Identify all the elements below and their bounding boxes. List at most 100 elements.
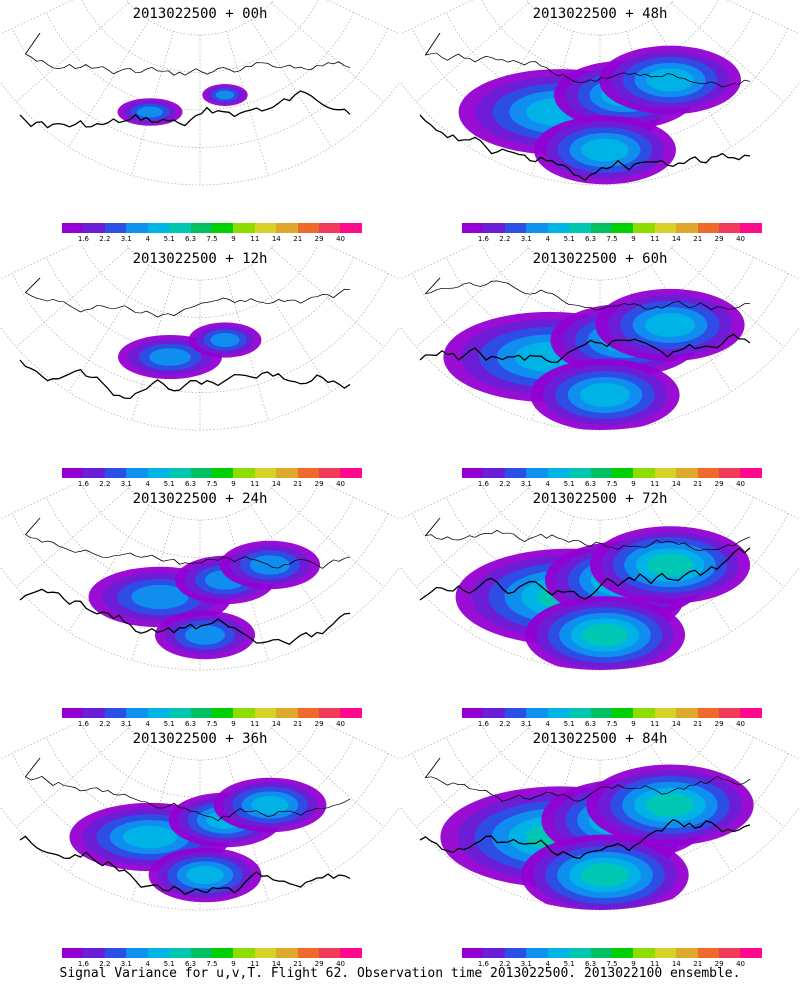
colorbar-swatch: [740, 708, 762, 718]
colorbar-tick-label: 5.1: [563, 235, 575, 243]
forecast-panel: 2013022500 + 60h 1.6 2.2 3.1 4 5.1 6.3 7.5 9 11 14…: [400, 245, 800, 488]
colorbar-tick-label: 14: [271, 960, 281, 968]
panel-title: 2013022500 + 24h: [132, 491, 268, 507]
panel-title: 2013022500 + 12h: [132, 251, 268, 267]
colorbar-swatch: [126, 223, 148, 233]
colorbar-swatch: [62, 948, 84, 958]
coastline: [19, 90, 351, 129]
colorbar-swatch: [169, 708, 191, 718]
colorbar-tick-label: 40: [736, 480, 746, 488]
colorbar-swatch: [633, 708, 655, 718]
colorbar-swatch: [590, 948, 612, 958]
colorbar-tick-label: 3.1: [120, 235, 132, 243]
colorbar-swatch: [719, 948, 741, 958]
colorbar-swatch: [297, 708, 320, 718]
colorbar-tick-label: 40: [736, 720, 746, 728]
colorbar-tick-label: 6.3: [584, 720, 597, 728]
coastline-north: [424, 757, 751, 802]
colorbar-tick-label: 29: [314, 235, 324, 243]
polar-map: [0, 725, 400, 911]
colorbar-tick-label: 1.6: [477, 960, 489, 968]
colorbar-swatch: [83, 468, 105, 478]
colorbar-swatch: [83, 708, 105, 718]
colorbar-tick-label: 40: [736, 960, 746, 968]
colorbar-swatch: [297, 468, 320, 478]
colorbar-swatch: [169, 948, 191, 958]
coastline: [419, 547, 751, 601]
colorbar-swatch: [504, 948, 527, 958]
colorbar-swatch: [169, 223, 191, 233]
colorbar-tick-label: 6.3: [584, 235, 597, 243]
colorbar-swatch: [190, 223, 212, 233]
coastline: [19, 588, 351, 645]
colorbar-swatch: [233, 708, 255, 718]
colorbar-tick-label: 5.1: [163, 235, 175, 243]
colorbar-tick-label: 2.2: [499, 480, 511, 488]
colorbar-swatch: [526, 948, 548, 958]
coastline: [419, 333, 751, 363]
colorbar-tick-label: 3.1: [520, 960, 532, 968]
colorbar-swatch: [697, 468, 720, 478]
colorbar-tick-label: 3.1: [520, 480, 532, 488]
coastline: [19, 359, 351, 400]
forecast-panel: 2013022500 + 12h 1.6 2.2 3.1 4 5.1 6.3 7.5 9 11 14…: [0, 245, 400, 488]
colorbar-tick-label: 5.1: [163, 720, 175, 728]
colorbar-swatch: [462, 948, 484, 958]
colorbar-swatch: [190, 948, 212, 958]
colorbar-tick-label: 4: [145, 235, 150, 243]
colorbar: [62, 948, 362, 958]
figure-caption: Signal Variance for u,v,T. Flight 62. Ob…: [59, 966, 741, 981]
colorbar-swatch: [676, 708, 698, 718]
colorbar-swatch: [147, 948, 170, 958]
colorbar-swatch: [190, 708, 212, 718]
colorbar-tick-label: 11: [650, 235, 660, 243]
colorbar-tick-label: 14: [271, 480, 281, 488]
colorbar-tick-label: 21: [293, 720, 303, 728]
colorbar-swatch: [340, 223, 362, 233]
polar-map: [400, 485, 800, 671]
coastline-north: [424, 277, 751, 311]
colorbar-tick-label: 9: [631, 235, 636, 243]
variance-field: [443, 288, 745, 430]
colorbar-tick-label: 4: [545, 960, 550, 968]
colorbar-swatch: [233, 948, 255, 958]
colorbar-swatch: [504, 223, 527, 233]
colorbar-tick-label: 6.3: [184, 960, 197, 968]
colorbar-tick-label: 40: [336, 960, 346, 968]
colorbar-swatch: [483, 708, 505, 718]
colorbar-swatch: [590, 468, 612, 478]
colorbar-tick-label: 11: [650, 720, 660, 728]
colorbar-tick-label: 1.6: [477, 235, 489, 243]
colorbar-tick-label: 2.2: [499, 235, 511, 243]
colorbar-swatch: [147, 468, 170, 478]
colorbar-tick-label: 4: [145, 960, 150, 968]
colorbar-tick-label: 11: [250, 235, 260, 243]
colorbar-swatch: [104, 468, 127, 478]
colorbar-swatch: [740, 223, 762, 233]
coastline-north: [24, 277, 351, 318]
colorbar-tick-label: 5.1: [163, 960, 175, 968]
colorbar-tick-label: 29: [714, 235, 724, 243]
colorbar-tick-label: 2.2: [99, 235, 111, 243]
colorbar-tick-label: 5.1: [163, 480, 175, 488]
panel-title: 2013022500 + 48h: [532, 6, 668, 22]
colorbar-tick-label: 29: [714, 960, 724, 968]
colorbar-swatch: [104, 948, 127, 958]
colorbar-tick-label: 21: [693, 720, 703, 728]
colorbar: [462, 468, 762, 478]
colorbar-swatch: [740, 468, 762, 478]
colorbar-swatch: [697, 223, 720, 233]
colorbar-swatch: [526, 708, 548, 718]
colorbar-tick-label: 14: [671, 960, 681, 968]
colorbar-swatch: [590, 708, 612, 718]
colorbar-swatch: [462, 708, 484, 718]
colorbar-swatch: [547, 223, 570, 233]
colorbar-swatch: [104, 708, 127, 718]
colorbar-labels: 1.6 2.2 3.1 4 5.1 6.3 7.5 9 11 14 21 29 40: [462, 720, 762, 730]
colorbar-swatch: [190, 468, 212, 478]
forecast-panel: 2013022500 + 36h 1.6 2.2 3.1 4 5.1 6.3 7.5 9 11 14…: [0, 725, 400, 968]
forecast-panel: 2013022500 + 00h 1.6 2.2 3.1 4 5.1 6.3 7.5 9 11 14…: [0, 0, 400, 243]
colorbar-tick-label: 21: [293, 235, 303, 243]
colorbar-swatch: [569, 708, 591, 718]
colorbar-tick-label: 2.2: [99, 720, 111, 728]
